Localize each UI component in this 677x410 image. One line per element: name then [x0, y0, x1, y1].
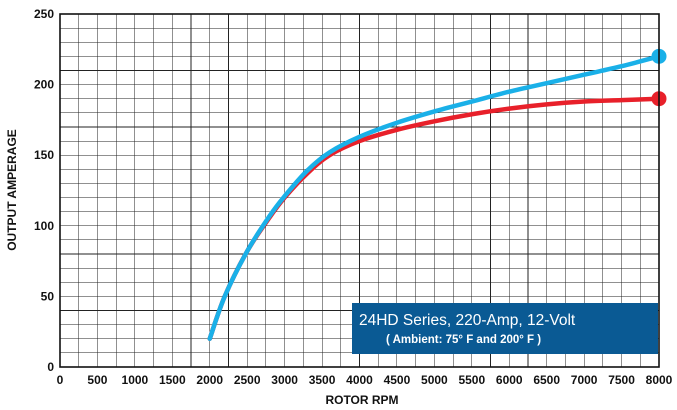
y-tick-label: 100 [34, 219, 54, 233]
x-tick-label: 2500 [234, 373, 261, 387]
legend: 24HD Series, 220-Amp, 12-Volt ( Ambient:… [352, 303, 658, 354]
x-tick-label: 3500 [309, 373, 336, 387]
x-tick-labels: 0 500 1000 1500 2000 2500 3000 3500 4000 4500 5000… [57, 373, 673, 387]
x-tick-label: 2000 [196, 373, 223, 387]
legend-box [352, 303, 658, 354]
x-tick-label: 5000 [421, 373, 448, 387]
series-layer [207, 48, 667, 342]
x-tick-label: 1000 [122, 373, 149, 387]
x-tick-label: 4000 [346, 373, 373, 387]
x-tick-label: 0 [57, 373, 64, 387]
series-line-2 [207, 54, 662, 342]
y-tick-label: 250 [34, 7, 54, 21]
x-tick-label: 6000 [496, 373, 523, 387]
x-tick-label: 6500 [533, 373, 560, 387]
y-tick-label: 150 [34, 148, 54, 162]
x-tick-label: 500 [87, 373, 107, 387]
legend-subtitle: ( Ambient: 75° F and 200° F ) [386, 334, 541, 346]
y-tick-labels: 0 50 100 150 200 250 [34, 7, 54, 374]
x-tick-label: 7500 [608, 373, 635, 387]
x-tick-label: 8000 [646, 373, 673, 387]
legend-title: 24HD Series, 220-Amp, 12-Volt [359, 312, 576, 329]
x-tick-label: 3000 [271, 373, 298, 387]
y-tick-label: 50 [41, 289, 55, 303]
x-tick-label: 7000 [571, 373, 598, 387]
x-tick-label: 5500 [458, 373, 485, 387]
x-axis-label: ROTOR RPM [325, 393, 398, 407]
y-tick-label: 0 [47, 360, 54, 374]
y-axis-label: OUTPUT AMPERAGE [5, 129, 19, 251]
plot-frame [59, 13, 660, 368]
y-tick-label: 200 [34, 78, 54, 92]
x-tick-label: 1500 [159, 373, 186, 387]
x-tick-label: 4500 [384, 373, 411, 387]
